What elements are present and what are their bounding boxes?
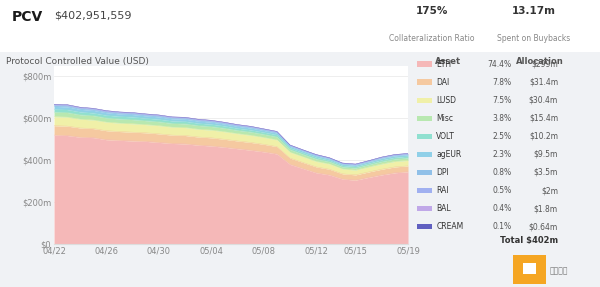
Text: 0.5%: 0.5%: [493, 186, 512, 195]
Text: $2m: $2m: [541, 186, 558, 195]
Text: VOLT: VOLT: [436, 132, 455, 141]
Text: 2.3%: 2.3%: [493, 150, 512, 159]
Text: Collateralization Ratio: Collateralization Ratio: [389, 34, 475, 43]
Text: Protocol Controlled Value (USD): Protocol Controlled Value (USD): [6, 57, 149, 66]
Bar: [523, 263, 536, 274]
Text: 3.8%: 3.8%: [493, 114, 512, 123]
Text: $1.8m: $1.8m: [534, 204, 558, 213]
Text: agEUR: agEUR: [436, 150, 461, 159]
Text: $299m: $299m: [531, 59, 558, 69]
Text: 2.5%: 2.5%: [493, 132, 512, 141]
Text: Allocation: Allocation: [516, 57, 564, 66]
Text: 0.1%: 0.1%: [493, 222, 512, 231]
Text: Misc: Misc: [436, 114, 453, 123]
Text: 7.8%: 7.8%: [493, 77, 512, 87]
Text: PCV: PCV: [12, 10, 43, 24]
Text: Total $402m: Total $402m: [500, 236, 558, 245]
Text: BAL: BAL: [436, 204, 451, 213]
Text: 13.17m: 13.17m: [512, 6, 556, 16]
Text: 74.4%: 74.4%: [488, 59, 512, 69]
Text: 7.5%: 7.5%: [493, 96, 512, 105]
Text: ETH: ETH: [436, 59, 451, 69]
Text: $31.4m: $31.4m: [529, 77, 558, 87]
Text: 175%: 175%: [416, 6, 448, 16]
Text: Asset: Asset: [435, 57, 461, 66]
Text: 金色财经: 金色财经: [550, 267, 568, 276]
Text: CREAM: CREAM: [436, 222, 463, 231]
Text: $10.2m: $10.2m: [529, 132, 558, 141]
Text: $9.5m: $9.5m: [533, 150, 558, 159]
Text: LUSD: LUSD: [436, 96, 456, 105]
Text: $402,951,559: $402,951,559: [54, 10, 131, 20]
Text: Spent on Buybacks: Spent on Buybacks: [497, 34, 571, 43]
Text: DAI: DAI: [436, 77, 449, 87]
Text: 0.8%: 0.8%: [493, 168, 512, 177]
Text: $15.4m: $15.4m: [529, 114, 558, 123]
Text: RAI: RAI: [436, 186, 449, 195]
Text: $3.5m: $3.5m: [533, 168, 558, 177]
Text: 0.4%: 0.4%: [493, 204, 512, 213]
Text: DPI: DPI: [436, 168, 449, 177]
Text: $0.64m: $0.64m: [529, 222, 558, 231]
Text: $30.4m: $30.4m: [529, 96, 558, 105]
